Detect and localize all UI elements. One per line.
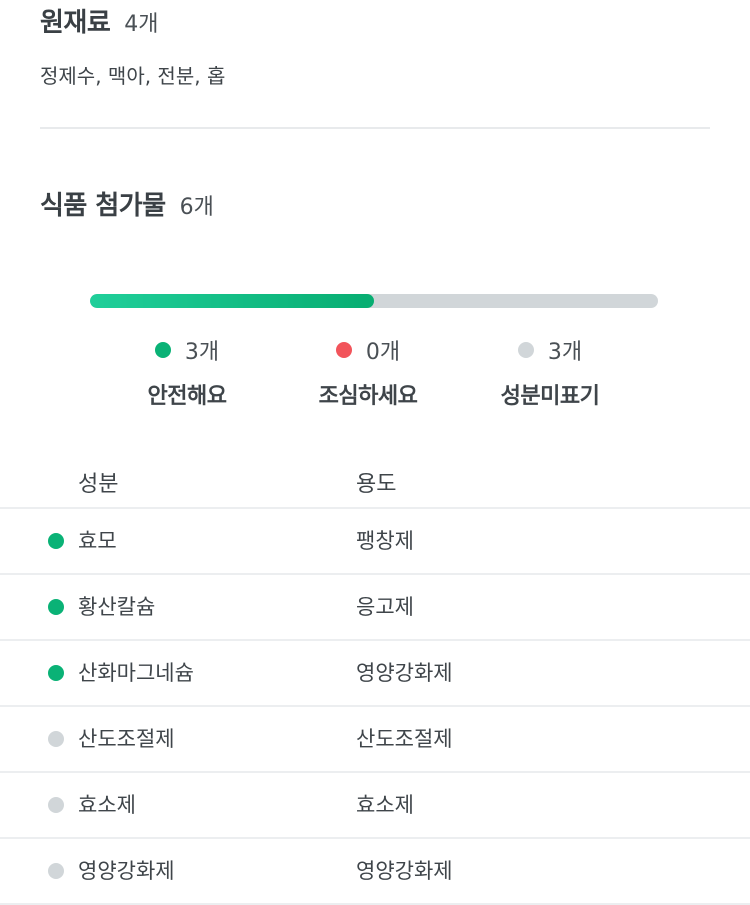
status-dot-icon [48, 797, 64, 813]
status-dot-icon [48, 533, 64, 549]
table-row[interactable]: 효소제 효소제 [0, 773, 750, 839]
legend-unknown-count: 3개 [547, 340, 583, 365]
table-row[interactable]: 산도조절제 산도조절제 [0, 707, 750, 773]
ingredient-name: 효소제 [78, 793, 136, 817]
ingredient-table-header: 성분 용도 [0, 466, 750, 508]
ingredient-use: 팽창제 [356, 529, 414, 553]
safe-dot-icon [154, 342, 171, 358]
legend-safe: 3개 안전해요 [87, 334, 287, 410]
status-dot-icon [48, 731, 64, 747]
table-row[interactable]: 효모 팽창제 [0, 509, 750, 575]
status-dot-icon [48, 665, 64, 681]
legend-unknown-label: 성분미표기 [500, 384, 600, 409]
ingredient-name: 황산칼슘 [78, 595, 156, 619]
caution-dot-icon [335, 342, 352, 358]
ingredient-use: 응고제 [356, 595, 414, 619]
legend-unknown: 3개 성분미표기 [450, 334, 650, 410]
safety-progress-fill [90, 294, 374, 308]
status-dot-icon [48, 599, 64, 615]
ingredient-name: 효모 [78, 529, 117, 553]
additives-count: 6개 [179, 195, 214, 220]
raw-materials-list: 정제수, 맥아, 전분, 홉 [40, 64, 226, 88]
legend-safe-count: 3개 [184, 340, 220, 365]
legend-safe-label: 안전해요 [147, 384, 227, 409]
table-row[interactable]: 영양강화제 영양강화제 [0, 839, 750, 905]
raw-materials-heading: 원재료 4개 [40, 2, 159, 39]
legend-caution: 0개 조심하세요 [268, 334, 468, 410]
ingredient-use: 영양강화제 [356, 859, 453, 883]
status-dot-icon [48, 863, 64, 879]
additives-heading: 식품 첨가물 6개 [40, 185, 214, 222]
unknown-dot-icon [517, 342, 534, 358]
ingredient-use: 효소제 [356, 793, 414, 817]
column-header-use: 용도 [356, 472, 397, 497]
ingredient-name: 산도조절제 [78, 727, 175, 751]
table-row[interactable]: 황산칼슘 응고제 [0, 575, 750, 641]
safety-progress-bar [90, 294, 658, 308]
legend-caution-count: 0개 [365, 340, 401, 365]
column-header-name: 성분 [78, 472, 119, 497]
raw-materials-count: 4개 [124, 12, 159, 37]
legend-caution-label: 조심하세요 [318, 384, 418, 409]
ingredient-use: 산도조절제 [356, 727, 453, 751]
raw-materials-title: 원재료 [40, 8, 111, 38]
table-header-divider [0, 507, 750, 509]
ingredient-use: 영양강화제 [356, 661, 453, 685]
additives-title: 식품 첨가물 [40, 191, 166, 221]
ingredient-name: 영양강화제 [78, 859, 175, 883]
ingredient-table: 효모 팽창제 황산칼슘 응고제 산화마그네슘 영양강화제 산도조절제 산도조절제… [0, 509, 750, 905]
ingredient-name: 산화마그네슘 [78, 661, 194, 685]
section-divider [40, 127, 710, 129]
table-row[interactable]: 산화마그네슘 영양강화제 [0, 641, 750, 707]
